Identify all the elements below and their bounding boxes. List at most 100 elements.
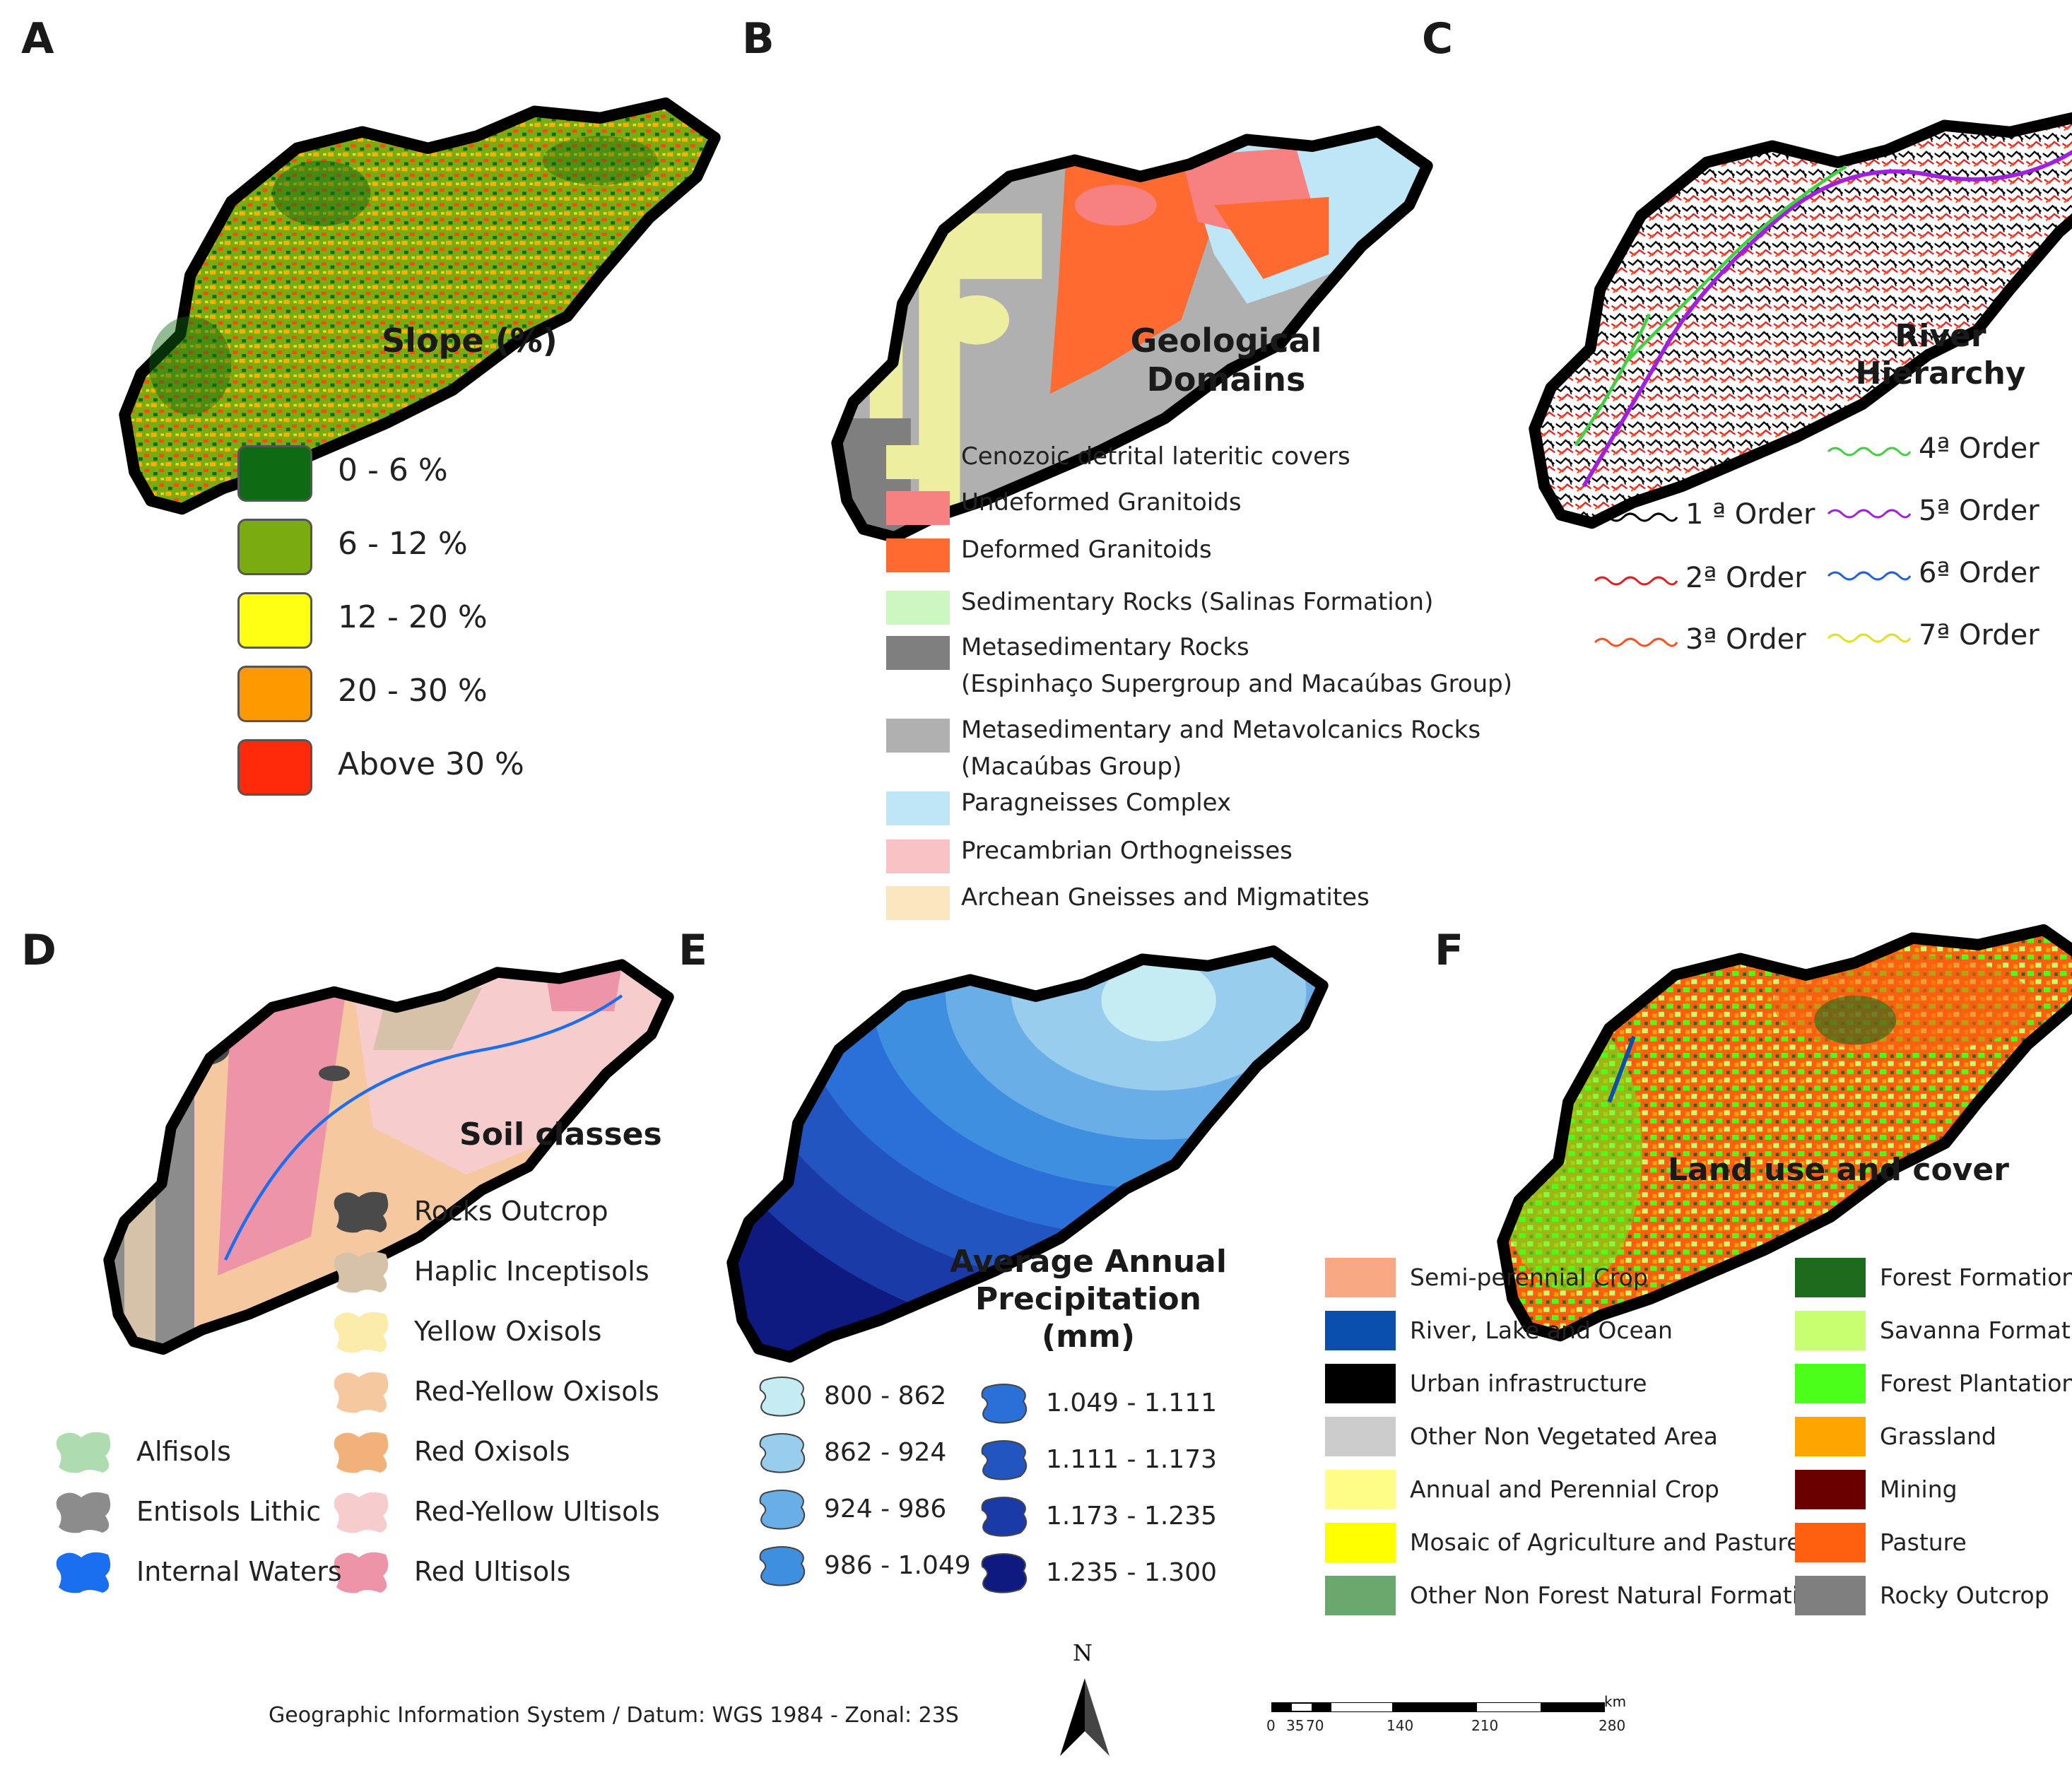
panel-letter: F [1435, 926, 1464, 975]
scale-bar-graphic [1271, 1702, 1605, 1712]
legend-blob-swatch [981, 1440, 1028, 1480]
legend-label: 1.173 - 1.235 [1046, 1502, 1217, 1531]
legend-swatch [237, 739, 312, 796]
legend-swatch [886, 636, 950, 670]
legend-label: Undeformed Granitoids [961, 488, 1242, 517]
legend-swatch [1795, 1417, 1866, 1456]
legend-swatch [886, 491, 950, 525]
legend-swatch [1325, 1258, 1396, 1297]
panel-letter: B [742, 14, 775, 64]
legend-label: Other Non Vegetated Area [1410, 1422, 1718, 1450]
legend-blob-swatch [334, 1191, 389, 1233]
legend-label: 12 - 20 % [338, 599, 488, 635]
legend-label-line2: (Macaúbas Group) [961, 753, 1182, 781]
legend-label: 3ª Order [1685, 623, 1806, 656]
legend-line-swatch [1594, 512, 1678, 522]
legend-label: 924 - 986 [824, 1495, 947, 1524]
legend-swatch [886, 538, 950, 572]
geology-map [742, 0, 1491, 933]
panel-c-rivers: C River Hierarchy 1 ª Order 2ª Order 3ª Or… [1420, 0, 2072, 707]
north-label: N [1073, 1639, 1093, 1666]
legend-blob-swatch [56, 1552, 111, 1593]
legend-swatch [886, 445, 950, 479]
legend-label: Mining [1880, 1475, 1958, 1503]
legend-label: Entisols Lithic [136, 1496, 322, 1527]
legend-label: Grassland [1880, 1422, 1996, 1450]
legend-swatch [1325, 1576, 1396, 1615]
legend-label: Cenozoic detrital lateritic covers [961, 442, 1350, 471]
title-line: Domains [1146, 360, 1306, 399]
river-map [1420, 0, 2072, 707]
legend-label: Haplic Inceptisols [414, 1256, 649, 1287]
legend-swatch [1325, 1311, 1396, 1350]
legend-label: 2ª Order [1685, 562, 1806, 594]
legend-label: Semi-perennial Crop [1410, 1263, 1648, 1291]
legend-swatch [1795, 1258, 1866, 1297]
legend-label: 6ª Order [1919, 557, 2039, 589]
legend-swatch [1795, 1576, 1866, 1615]
panel-letter: D [21, 926, 57, 975]
panel-a-slope: A Slope (%) 0 - 6 % 6 - 12 % 12 - 20 % 20 -… [0, 0, 636, 848]
panel-b-geology: B Geological Domains C [742, 0, 1512, 933]
legend-swatch [1795, 1364, 1866, 1403]
legend-swatch [1325, 1523, 1396, 1562]
legend-line-swatch [1827, 633, 1912, 643]
panel-letter: A [21, 14, 54, 64]
legend-swatch [1795, 1311, 1866, 1350]
legend-blob-swatch [56, 1432, 111, 1473]
legend-label: Red-Yellow Ultisols [414, 1496, 660, 1527]
scale-tick-label: 280 [1599, 1717, 1626, 1734]
legend-swatch [886, 839, 950, 873]
scale-tick-label: 140 [1387, 1717, 1414, 1734]
gis-caption: Geographic Information System / Datum: W… [269, 1703, 959, 1728]
legend-blob-swatch [334, 1312, 389, 1353]
slope-map [0, 0, 636, 848]
legend-label: 0 - 6 % [338, 452, 448, 488]
precipitation-map [678, 912, 1314, 1618]
legend-label: Archean Gneisses and Migmatites [961, 883, 1370, 912]
legend-label: Red Ultisols [414, 1556, 571, 1587]
legend-label: 5ª Order [1919, 495, 2039, 527]
legend-label: 986 - 1.049 [824, 1551, 971, 1580]
scale-tick-label: 0 [1266, 1717, 1276, 1734]
panel-title: Land use and cover [1668, 1152, 2009, 1188]
legend-swatch [237, 519, 312, 575]
legend-label: Mosaic of Agriculture and Pasture [1410, 1528, 1801, 1556]
landuse-map [1307, 798, 2072, 1646]
legend-label: Rocks Outcrop [414, 1196, 608, 1227]
legend-blob-swatch [759, 1490, 806, 1530]
legend-blob-swatch [334, 1552, 389, 1593]
legend-label: Alfisols [136, 1436, 231, 1467]
legend-label: Deformed Granitoids [961, 536, 1212, 564]
north-arrow: N [1053, 1639, 1117, 1760]
legend-line-swatch [1594, 576, 1678, 586]
legend-label: 6 - 12 % [338, 526, 468, 562]
legend-label: Red-Yellow Oxisols [414, 1376, 659, 1407]
legend-blob-swatch [759, 1546, 806, 1586]
legend-line-swatch [1827, 509, 1912, 519]
legend-label: 4ª Order [1919, 432, 2039, 465]
scale-unit: km [1604, 1693, 1627, 1710]
legend-blob-swatch [981, 1384, 1028, 1424]
legend-blob-swatch [334, 1432, 389, 1473]
legend-label: Above 30 % [338, 746, 524, 782]
legend-label: Other Non Forest Natural Formation [1410, 1581, 1828, 1609]
legend-swatch [237, 592, 312, 649]
panel-title: River Hierarchy [1855, 318, 2026, 391]
legend-blob-swatch [56, 1492, 111, 1533]
legend-label: Yellow Oxisols [414, 1316, 602, 1347]
legend-label: 862 - 924 [824, 1438, 947, 1467]
legend-blob-swatch [981, 1553, 1028, 1593]
legend-label: 1.111 - 1.173 [1046, 1445, 1217, 1474]
panel-letter: E [678, 926, 707, 975]
legend-label: Sedimentary Rocks (Salinas Formation) [961, 588, 1434, 616]
legend-label: 1.235 - 1.300 [1046, 1558, 1217, 1587]
legend-swatch [886, 791, 950, 825]
legend-label: Precambrian Orthogneisses [961, 837, 1293, 865]
panel-e-precip: E Average Annual Precipitation (mm) 800 … [678, 912, 1314, 1618]
legend-swatch [237, 445, 312, 502]
title-line: Geological [1130, 322, 1322, 360]
legend-swatch [1325, 1364, 1396, 1403]
legend-blob-swatch [759, 1433, 806, 1473]
legend-label: River, Lake and Ocean [1410, 1316, 1673, 1344]
